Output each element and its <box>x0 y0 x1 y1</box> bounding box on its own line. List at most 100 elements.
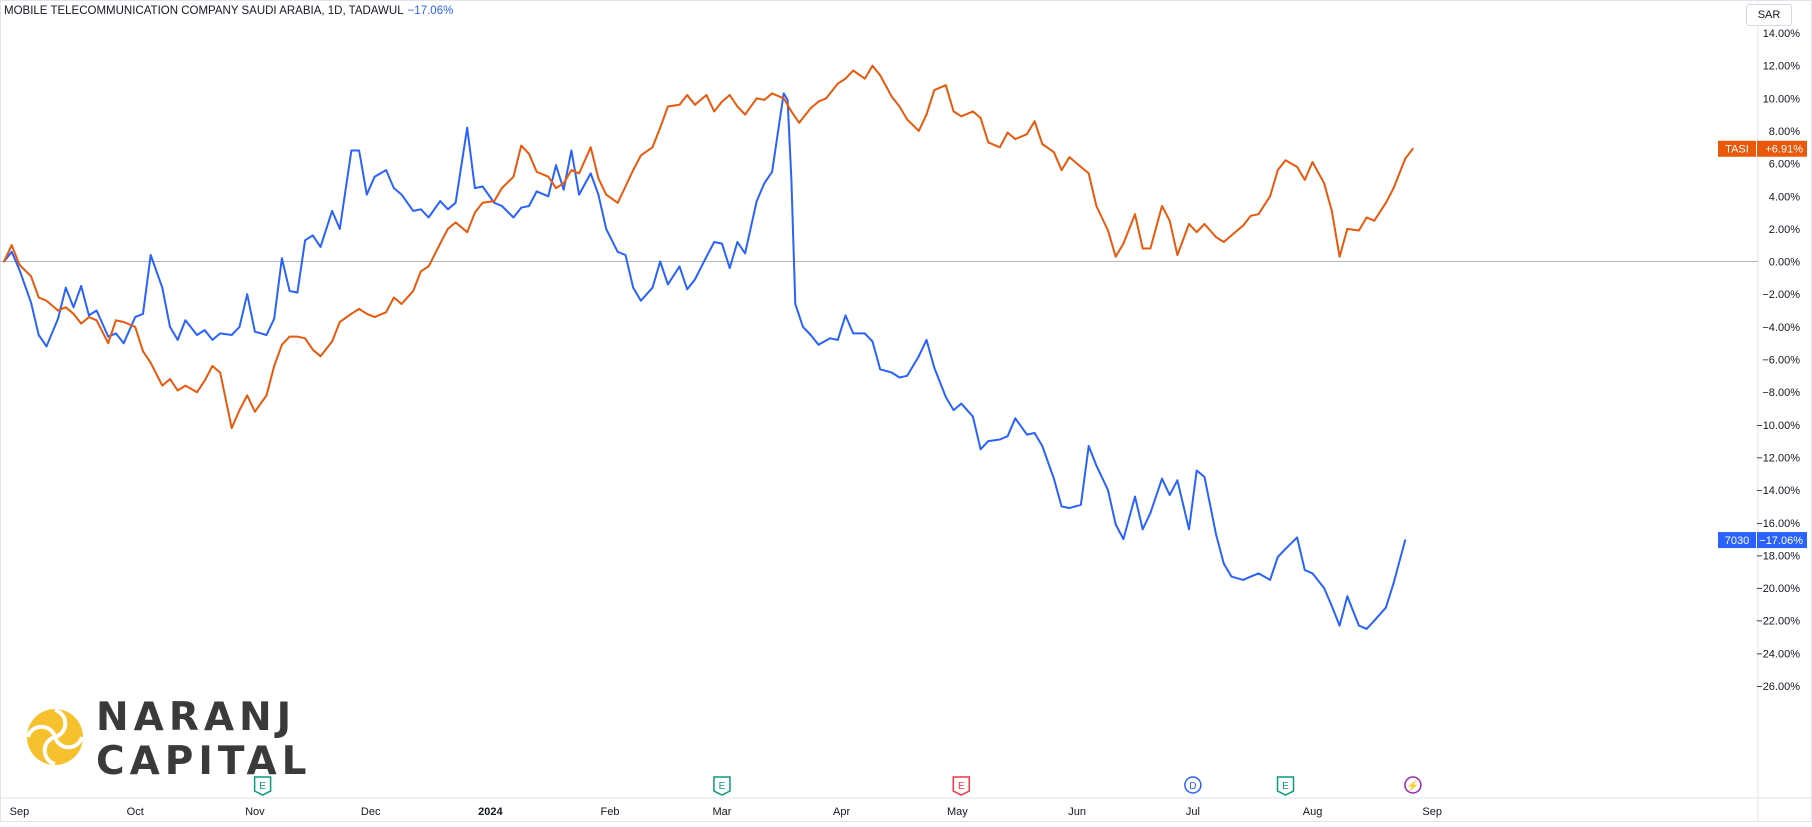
series-point <box>45 345 48 348</box>
x-axis-ticks[interactable]: Sep Oct Nov Dec 2024 Feb Mar Apr May Jun Jul Aug Sep <box>10 806 1442 818</box>
y-tick-label: 4.00% <box>1769 191 1800 203</box>
series-point <box>1087 172 1090 175</box>
series-point <box>659 260 662 263</box>
series-point <box>944 396 947 398</box>
series-point <box>338 228 341 230</box>
series-point <box>589 146 592 149</box>
series-point <box>960 402 963 405</box>
y-tick-label: 2.00% <box>1769 224 1800 236</box>
series-point <box>273 317 276 320</box>
series-point <box>1215 236 1217 239</box>
series-point <box>115 332 117 335</box>
x-tick-label: Feb <box>601 806 620 818</box>
series-point <box>1141 528 1144 531</box>
series-point <box>393 296 395 299</box>
series-point <box>562 182 565 185</box>
y-tick-label: 0.00% <box>1769 257 1800 269</box>
series-point <box>836 339 839 341</box>
series-point <box>632 169 635 172</box>
series-point <box>1087 445 1090 447</box>
event-marker-shape <box>713 776 731 796</box>
series-point <box>944 84 947 87</box>
series-point <box>1080 503 1082 506</box>
series-point <box>817 343 820 346</box>
series-point <box>705 94 708 96</box>
series-point <box>338 321 341 323</box>
series-point <box>1134 213 1136 216</box>
series-point <box>844 77 847 80</box>
series-point <box>1107 229 1109 232</box>
series-point <box>18 268 21 271</box>
series-point <box>755 200 758 203</box>
series-point <box>1168 494 1171 496</box>
series-point <box>879 74 882 77</box>
series-point <box>427 216 430 219</box>
series-point <box>304 239 306 242</box>
series-point <box>1014 138 1017 141</box>
series-point <box>1161 477 1163 480</box>
series-point <box>1107 489 1109 491</box>
series-point <box>786 99 789 101</box>
series-point <box>547 175 550 178</box>
series-point <box>454 201 457 204</box>
series-point <box>1338 624 1341 627</box>
series-point <box>412 210 415 212</box>
event-marker: E <box>253 776 272 796</box>
series-point <box>898 376 901 379</box>
series-point <box>1330 210 1333 212</box>
series-point <box>246 293 249 296</box>
last-value-text: −17.06% <box>1759 535 1803 547</box>
series-point <box>1311 572 1314 575</box>
series-point <box>1404 157 1407 160</box>
series-point <box>933 89 936 91</box>
series-point <box>836 82 839 85</box>
series-point <box>616 250 619 253</box>
series-point <box>265 394 268 397</box>
series-point <box>1269 195 1271 198</box>
y-tick-label: −16.00% <box>1756 518 1800 530</box>
series-point <box>597 193 600 196</box>
series-point <box>898 105 901 108</box>
series-point <box>350 312 353 315</box>
series-point <box>196 334 198 336</box>
series-point <box>616 201 619 204</box>
series-point <box>296 335 299 338</box>
series-point <box>1114 523 1117 526</box>
symbol-change: −17.06% <box>407 5 454 17</box>
series-point <box>72 306 75 309</box>
series-point <box>640 299 642 302</box>
series-point <box>134 316 137 318</box>
y-axis-ticks: 14.00% 12.00% 10.00% 8.00% 6.00% 4.00% 2.00% 0.… <box>1756 28 1800 693</box>
series-point <box>798 121 801 124</box>
series-point <box>871 64 874 67</box>
series-point <box>37 334 40 336</box>
series-point <box>512 216 515 219</box>
series-point <box>296 291 299 294</box>
series-point <box>771 92 773 95</box>
y-tick-label: −14.00% <box>1756 485 1800 497</box>
series-point <box>1068 156 1071 159</box>
series-point <box>358 149 360 152</box>
y-tick-label: −18.00% <box>1756 550 1800 562</box>
series-line-TASI <box>3 64 1414 430</box>
series-point <box>960 115 963 118</box>
series-point <box>1338 255 1341 258</box>
series-point <box>474 211 476 214</box>
series-point <box>1053 151 1055 154</box>
series-point <box>493 201 496 204</box>
series-point <box>254 330 256 333</box>
series-point <box>906 118 909 121</box>
series-point <box>589 172 592 175</box>
series-point <box>1330 605 1333 607</box>
series-point <box>852 332 855 335</box>
series-point <box>439 242 442 245</box>
series-point <box>528 152 530 155</box>
series-point <box>1188 223 1190 225</box>
series-point <box>1242 224 1244 227</box>
symbol-header[interactable]: MOBILE TELECOMMUNICATION COMPANY SAUDI A… <box>4 5 453 17</box>
event-marker-shape <box>1184 776 1202 794</box>
series-point <box>1257 572 1260 575</box>
currency-button[interactable]: SAR <box>1746 4 1792 26</box>
